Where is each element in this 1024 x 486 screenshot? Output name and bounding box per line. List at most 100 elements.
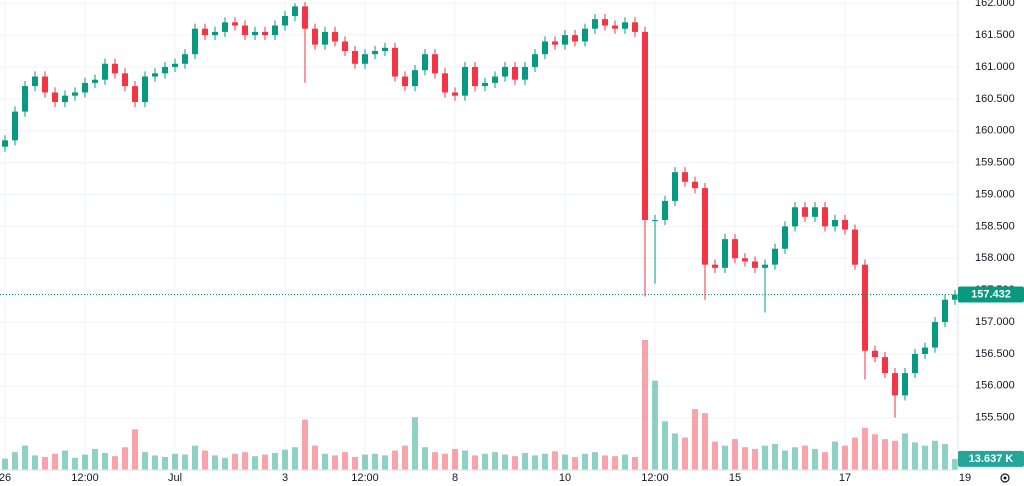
candle-body (532, 54, 538, 67)
candle-body (392, 47, 398, 77)
volume-bar (542, 453, 548, 470)
volume-bar (82, 454, 88, 470)
volume-bar (182, 454, 188, 470)
volume-bar (782, 450, 788, 470)
volume-bar (212, 455, 218, 470)
volume-bar (852, 437, 858, 470)
candle-body (522, 66, 528, 80)
candle-body (752, 261, 758, 268)
volume-bar (262, 454, 268, 470)
volume-bar (142, 452, 148, 470)
volume-bar (132, 429, 138, 470)
volume-bar (442, 453, 448, 470)
candle-body (732, 239, 738, 259)
candle-body (562, 35, 568, 45)
candle-body (902, 373, 908, 396)
volume-bar (802, 445, 808, 470)
candle-body (792, 207, 798, 227)
y-tick-label: 156.000 (975, 380, 1015, 392)
x-tick-label: 12:00 (351, 472, 379, 484)
volume-bar (102, 452, 108, 470)
volume-bar (2, 458, 8, 470)
volume-bar (752, 448, 758, 470)
volume-bar (682, 437, 688, 470)
volume-bar (922, 445, 928, 470)
volume-bar (572, 457, 578, 470)
volume-bar (952, 458, 958, 470)
candle-body (492, 76, 498, 83)
candle-body (762, 264, 768, 268)
volume-bar (642, 340, 648, 470)
candle-body (812, 207, 818, 217)
volume-label: 13.637 K (969, 453, 1014, 465)
volume-bar (842, 445, 848, 470)
y-tick-label: 155.500 (975, 412, 1015, 424)
volume-bar (192, 445, 198, 470)
y-tick-label: 160.000 (975, 125, 1015, 137)
candle-body (102, 63, 108, 80)
candle-body (922, 347, 928, 354)
volume-bar (472, 455, 478, 470)
volume-bar (302, 419, 308, 470)
y-tick-label: 162.000 (975, 0, 1015, 9)
candle-body (122, 73, 128, 87)
candle-body (32, 76, 38, 87)
candle-body (712, 264, 718, 268)
volume-bar (552, 451, 558, 470)
settings-icon[interactable] (1000, 473, 1010, 483)
volume-bar (392, 450, 398, 470)
candle-body (852, 229, 858, 265)
grid (0, 0, 958, 470)
candle-body (2, 140, 8, 147)
candle-body (842, 220, 848, 230)
volume-bar (242, 452, 248, 470)
volume-bar (412, 417, 418, 470)
candle-body (112, 63, 118, 74)
volume-bar (502, 454, 508, 470)
volume-bar (202, 450, 208, 470)
x-tick-label: 3 (282, 472, 288, 484)
volume-bar (722, 445, 728, 470)
candle-body (602, 19, 608, 26)
y-tick-label: 159.000 (975, 188, 1015, 200)
candle-body (592, 19, 598, 29)
candle-body (872, 350, 878, 358)
candle-body (582, 28, 588, 42)
candle-body (692, 181, 698, 189)
volume-bar (172, 453, 178, 470)
candle-body (272, 25, 278, 36)
candle-body (302, 6, 308, 29)
volume-bar (32, 455, 38, 470)
volume-bar (902, 433, 908, 470)
candle-body (252, 31, 258, 36)
volume-bar (252, 456, 258, 470)
candle-body (192, 28, 198, 55)
settings-icon-dot (1003, 476, 1007, 480)
volume-bar (232, 453, 238, 470)
candle-body (672, 172, 678, 201)
x-tick-label: 12:00 (71, 472, 99, 484)
volume-bar (72, 457, 78, 470)
volume-bar (52, 453, 58, 470)
candle-body (162, 66, 168, 74)
x-tick-label: Jul (168, 472, 182, 484)
candle-body (242, 25, 248, 36)
candle-body (142, 76, 148, 103)
candle-body (782, 226, 788, 249)
candle-body (72, 92, 78, 96)
candle-body (212, 31, 218, 36)
candle-body (382, 47, 388, 52)
candle-body (402, 76, 408, 87)
candle-body (332, 31, 338, 42)
x-tick-label: 19 (959, 472, 971, 484)
volume-bar (92, 448, 98, 470)
volume-bar (332, 455, 338, 470)
last-price-label: 157.432 (971, 288, 1011, 300)
y-tick-label: 158.000 (975, 252, 1015, 264)
volume-bar (342, 452, 348, 470)
candle-body (952, 294, 958, 300)
volume-bar (772, 444, 778, 470)
candle-body (182, 54, 188, 64)
volume-bar (522, 452, 528, 470)
volume-bar (672, 433, 678, 470)
